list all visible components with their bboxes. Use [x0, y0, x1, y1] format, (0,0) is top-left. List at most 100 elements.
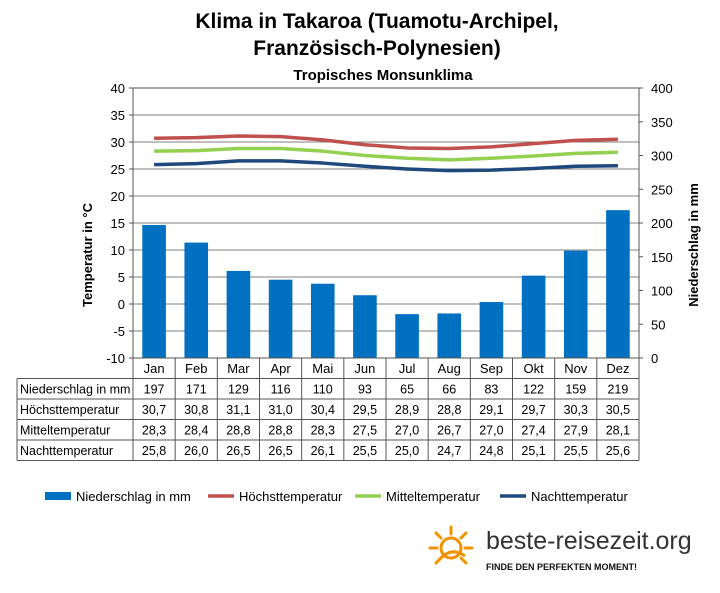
right-tick-label: 0	[651, 351, 658, 366]
category-label: Mar	[227, 361, 250, 376]
right-tick-label: 300	[651, 149, 673, 164]
right-axis-ticks: 400 350 300 250 200 150 100 50 0	[639, 81, 673, 366]
table-cell: 83	[484, 383, 498, 397]
table-cell: 30,8	[184, 403, 208, 417]
table-cell: 25,6	[606, 444, 630, 458]
table-cell: 65	[400, 383, 414, 397]
table-row-label: Nachttemperatur	[20, 444, 113, 458]
left-tick-label: 15	[111, 216, 125, 231]
right-tick-label: 100	[651, 284, 673, 299]
left-tick-label: 0	[118, 297, 125, 312]
y-axis-right-label: Niederschlag in mm	[686, 183, 701, 307]
table-cell: 27,0	[479, 424, 503, 438]
legend-label: Höchsttemperatur	[239, 489, 343, 504]
left-tick-label: 35	[111, 108, 125, 123]
table-cell: 31,1	[226, 403, 250, 417]
precipitation-bar	[521, 275, 546, 358]
table-cell: 25,5	[353, 444, 377, 458]
table-cell: 25,0	[395, 444, 419, 458]
category-label: Feb	[185, 361, 207, 376]
category-label: Aug	[438, 361, 461, 376]
left-tick-label: -10	[106, 351, 125, 366]
table-cell: 24,7	[437, 444, 461, 458]
precipitation-bar	[479, 301, 504, 358]
right-tick-label: 50	[651, 317, 665, 332]
table-cell: 25,8	[142, 444, 166, 458]
branding: beste-reisezeit.org FINDE DEN PERFEKTEN …	[428, 525, 692, 572]
table-cell: 28,3	[142, 424, 166, 438]
category-label: Nov	[564, 361, 588, 376]
table-cell: 27,5	[353, 424, 377, 438]
table-cell: 28,1	[606, 424, 630, 438]
table-cell: 116	[271, 383, 291, 397]
table-cell: 26,5	[226, 444, 250, 458]
legend: Niederschlag in mm Höchsttemperatur Mittel…	[45, 489, 628, 504]
gridlines	[133, 114, 639, 332]
right-tick-label: 150	[651, 250, 673, 265]
table-cell: 93	[358, 383, 372, 397]
legend-label: Mitteltemperatur	[386, 489, 481, 504]
table-cell: 30,7	[142, 403, 166, 417]
table-cell: 30,4	[311, 403, 335, 417]
table-cell: 26,1	[311, 444, 335, 458]
table-cell: 30,5	[606, 403, 630, 417]
precipitation-bar	[184, 242, 209, 358]
left-tick-label: 40	[111, 81, 125, 96]
table-cell: 28,8	[268, 424, 292, 438]
legend-label: Nachttemperatur	[531, 489, 628, 504]
table-cell: 110	[313, 383, 333, 397]
table-cell: 26,7	[437, 424, 461, 438]
table-cell: 25,5	[564, 444, 588, 458]
left-tick-label: -5	[113, 324, 125, 339]
precipitation-bar	[353, 295, 377, 358]
table-cell: 30,3	[564, 403, 588, 417]
sun-icon	[428, 525, 474, 565]
table-cell: 27,4	[521, 424, 545, 438]
precipitation-bar	[268, 279, 293, 358]
chart-title-line1: Klima in Takaroa (Tuamotu-Archipel,	[195, 10, 558, 33]
table-cell: 197	[144, 383, 165, 397]
category-label: Apr	[270, 361, 291, 376]
table-cell: 129	[228, 383, 249, 397]
y-axis-left-label: Temperatur in °C	[80, 202, 95, 307]
table-cell: 26,0	[184, 444, 208, 458]
brand-tagline: FINDE DEN PERFEKTEN MOMENT!	[486, 562, 637, 572]
table-cell: 27,9	[564, 424, 588, 438]
table-cell: 26,5	[268, 444, 292, 458]
table-cell: 219	[607, 383, 628, 397]
category-label: Okt	[523, 361, 544, 376]
category-label: Sep	[480, 361, 503, 376]
left-tick-label: 10	[111, 243, 125, 258]
precipitation-bar	[563, 250, 588, 358]
chart-title-line2: Französisch-Polynesien)	[253, 37, 500, 60]
precipitation-bar	[310, 283, 335, 358]
category-label: Dez	[606, 361, 629, 376]
table-row-label: Mitteltemperatur	[20, 424, 110, 438]
table-cell: 66	[442, 383, 456, 397]
temperature-lines	[154, 134, 618, 173]
right-tick-label: 250	[651, 182, 673, 197]
table-cell: 24,8	[479, 444, 503, 458]
table-cell: 29,7	[521, 403, 545, 417]
category-label: Jan	[144, 361, 165, 376]
line-mitteltemperatur	[154, 146, 618, 162]
legend-label: Niederschlag in mm	[76, 489, 191, 504]
table-cell: 29,5	[353, 403, 377, 417]
table-cell: 28,3	[311, 424, 335, 438]
table-cell: 28,8	[437, 403, 461, 417]
line-h-chsttemperatur	[154, 134, 618, 151]
right-tick-label: 400	[651, 81, 673, 96]
category-label: Jun	[354, 361, 375, 376]
table-cell: 28,9	[395, 403, 419, 417]
left-tick-label: 30	[111, 135, 125, 150]
legend-swatch	[45, 492, 71, 500]
table-cell: 28,4	[184, 424, 208, 438]
table-cell: 25,1	[521, 444, 545, 458]
left-tick-label: 25	[111, 162, 125, 177]
table-cell: 159	[565, 383, 586, 397]
left-tick-label: 5	[118, 270, 125, 285]
category-label: Mai	[312, 361, 333, 376]
category-label: Jul	[399, 361, 416, 376]
right-tick-label: 350	[651, 115, 673, 130]
